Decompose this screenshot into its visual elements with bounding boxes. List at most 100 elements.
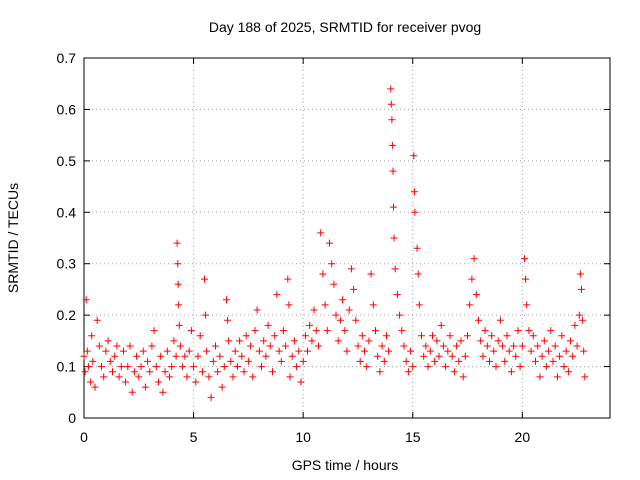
data-point: [212, 342, 219, 350]
data-point: [521, 255, 528, 263]
data-point: [310, 306, 318, 314]
data-point: [523, 301, 531, 309]
data-point: [301, 332, 309, 340]
data-point: [170, 337, 178, 345]
data-point: [496, 316, 504, 324]
data-point: [227, 357, 235, 365]
data-point: [356, 357, 364, 365]
data-point: [139, 347, 147, 355]
data-point: [207, 393, 215, 401]
data-point: [249, 373, 257, 381]
data-point: [308, 337, 316, 345]
data-point: [87, 378, 95, 386]
data-point: [347, 265, 355, 273]
data-point: [536, 373, 544, 381]
data-point: [286, 373, 294, 381]
data-point: [174, 260, 182, 268]
data-point: [437, 321, 445, 329]
data-point: [172, 352, 180, 360]
data-point: [444, 347, 452, 355]
data-point: [575, 311, 583, 319]
data-point: [477, 337, 485, 345]
data-point: [98, 363, 105, 371]
data-point: [336, 316, 344, 324]
data-point: [411, 208, 419, 216]
data-point: [545, 347, 553, 355]
data-point: [95, 342, 103, 350]
data-point: [510, 342, 518, 350]
data-point: [315, 342, 322, 350]
data-point: [279, 327, 287, 335]
data-point: [365, 337, 373, 345]
data-point: [529, 332, 537, 340]
data-point: [152, 363, 160, 371]
data-point: [240, 368, 248, 376]
data-point: [424, 363, 432, 371]
data-point: [185, 347, 193, 355]
data-point: [571, 321, 579, 329]
data-point: [187, 327, 195, 335]
data-point: [269, 368, 276, 376]
data-point: [369, 301, 377, 309]
y-tick-label: 0.5: [57, 153, 77, 169]
data-point: [282, 342, 290, 350]
data-point: [330, 280, 338, 288]
data-point: [540, 337, 548, 345]
data-point: [534, 342, 542, 350]
x-tick-label: 15: [405, 429, 421, 445]
data-point: [553, 373, 561, 381]
data-point: [512, 352, 520, 360]
data-point: [560, 363, 568, 371]
data-point: [363, 363, 371, 371]
data-point: [106, 357, 114, 365]
data-point: [390, 234, 398, 242]
x-axis: 0 5 10 15 20: [80, 58, 530, 445]
data-point: [194, 352, 202, 360]
data-point: [111, 352, 119, 360]
data-point: [332, 311, 340, 319]
data-point: [414, 270, 422, 278]
data-point: [343, 347, 351, 355]
data-point: [457, 337, 465, 345]
data-point: [113, 342, 121, 350]
data-point: [404, 368, 412, 376]
data-point: [115, 373, 123, 381]
data-point: [494, 337, 502, 345]
data-point: [293, 363, 301, 371]
data-point: [479, 352, 487, 360]
data-point: [339, 296, 347, 304]
data-point: [581, 373, 589, 381]
data-point: [464, 332, 471, 340]
data-point: [146, 368, 154, 376]
data-point: [393, 291, 401, 299]
data-point: [209, 357, 217, 365]
data-point: [475, 316, 482, 324]
data-point: [266, 342, 274, 350]
data-point: [407, 347, 415, 355]
x-tick-label: 10: [295, 429, 311, 445]
data-point: [470, 255, 478, 263]
data-point: [459, 373, 467, 381]
data-point: [429, 332, 436, 340]
data-point: [549, 357, 557, 365]
data-point: [93, 316, 101, 324]
data-point: [236, 337, 244, 345]
data-point: [354, 342, 362, 350]
y-tick-label: 0: [68, 410, 76, 426]
data-point: [345, 306, 353, 314]
grid: [84, 58, 610, 418]
data-point: [439, 342, 447, 350]
x-tick-label: 20: [515, 429, 531, 445]
data-point: [558, 332, 566, 340]
data-point: [390, 203, 397, 211]
data-point: [518, 342, 526, 350]
data-point: [119, 347, 127, 355]
data-point: [202, 311, 210, 319]
data-point: [201, 275, 208, 283]
data-point: [409, 363, 417, 371]
data-point: [387, 100, 395, 108]
data-point: [435, 352, 443, 360]
data-point: [104, 337, 112, 345]
data-point: [580, 347, 588, 355]
data-point: [122, 378, 130, 386]
